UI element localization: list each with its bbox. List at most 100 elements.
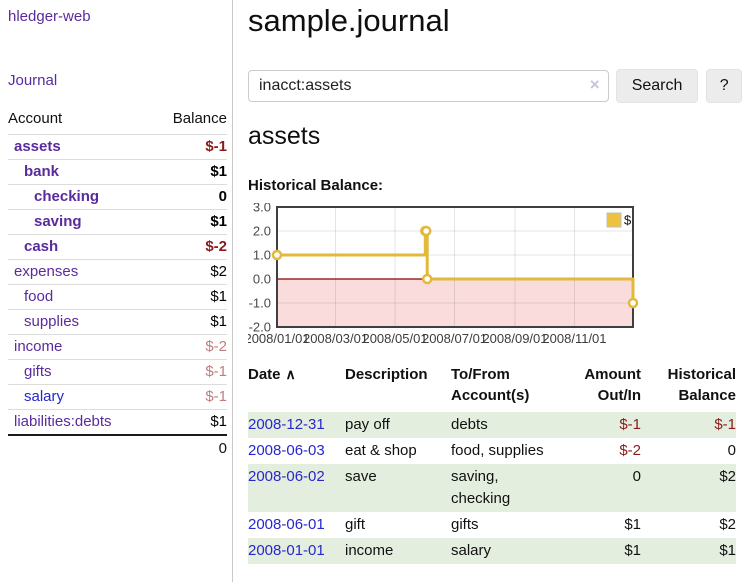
register-date-cell: 2008-06-02: [248, 464, 345, 512]
account-row: saving $1: [8, 209, 227, 235]
account-row: food $1: [8, 284, 227, 310]
account-link[interactable]: checking: [34, 188, 100, 205]
account-balance: $2: [210, 263, 227, 280]
y-axis-tick-label: 1.0: [253, 248, 271, 263]
register-balance-cell: $2: [719, 516, 736, 533]
search-button[interactable]: Search: [615, 69, 699, 103]
account-row: cash $-2: [8, 234, 227, 260]
account-balance: 0: [218, 188, 227, 205]
x-axis-tick-label: 2008/03/01: [303, 331, 368, 346]
register-amount-cell: $-1: [619, 416, 641, 433]
account-row: gifts $-1: [8, 359, 227, 385]
account-balance: $1: [210, 163, 227, 180]
register-row: 2008-06-03 eat & shop food, supplies $-2 0: [248, 438, 736, 464]
account-balance: $-1: [205, 363, 227, 380]
account-row: bank $1: [8, 159, 227, 185]
register-accounts-cell: gifts: [451, 516, 479, 533]
y-axis-tick-label: -2.0: [249, 320, 271, 335]
account-link[interactable]: gifts: [24, 363, 52, 380]
chart-label: Historical Balance:: [248, 177, 384, 194]
register-accounts-cell: saving, checking: [451, 468, 511, 507]
account-link[interactable]: saving: [34, 213, 82, 230]
accounts-total-row: 0: [8, 435, 227, 462]
search-input[interactable]: [248, 70, 609, 102]
account-balance: $-2: [205, 238, 227, 255]
register-balance-cell: $2: [719, 468, 736, 485]
register-date-link[interactable]: 2008-06-02: [248, 468, 325, 485]
register-description-cell: pay off: [345, 416, 390, 433]
register-header-row: Date ∧ Description To/From Account(s) Amo…: [248, 363, 736, 412]
main-content: sample.journal × Search ? assets Histori…: [244, 0, 742, 582]
account-link[interactable]: liabilities:debts: [14, 413, 112, 430]
account-link[interactable]: salary: [24, 388, 65, 405]
account-balance: $1: [210, 213, 227, 230]
account-link[interactable]: supplies: [24, 313, 80, 330]
register-date-link[interactable]: 2008-06-03: [248, 442, 325, 459]
search-input-wrap: ×: [248, 70, 609, 102]
register-row: 2008-01-01 income salary $1 $1: [248, 538, 736, 564]
account-row: supplies $1: [8, 309, 227, 335]
register-date-cell: 2008-06-03: [248, 438, 345, 464]
y-axis-tick-label: 0.0: [253, 272, 271, 287]
account-link[interactable]: bank: [24, 163, 60, 180]
x-axis-tick-label: 2008/07/01: [422, 331, 487, 346]
account-link[interactable]: assets: [14, 138, 61, 155]
chart-data-point: [627, 297, 639, 309]
app-title-link[interactable]: hledger-web: [8, 8, 91, 25]
register-balance-cell: $-1: [714, 416, 736, 433]
accounts-header-account: Account: [8, 110, 63, 127]
register-date-link[interactable]: 2008-06-01: [248, 516, 325, 533]
chart-data-point: [421, 273, 433, 285]
accounts-total-balance: 0: [218, 440, 227, 457]
chart-canvas: 3.0 2.0 1.0 0.0 -1.0 -2.02008/01/012008/03/01…: [244, 200, 639, 346]
x-axis-tick-label: 2008/05/01: [362, 331, 427, 346]
account-balance: $-2: [205, 338, 227, 355]
register-accounts-cell: debts: [451, 416, 488, 433]
register-header-balance: Historical Balance: [667, 366, 736, 404]
historical-balance-chart: 3.0 2.0 1.0 0.0 -1.0 -2.0 2008/01/01 2008/03/01…: [244, 200, 742, 353]
account-balance: $1: [210, 313, 227, 330]
account-link[interactable]: cash: [24, 238, 59, 255]
account-link[interactable]: income: [14, 338, 63, 355]
register-date-cell: 2008-06-01: [248, 512, 345, 538]
account-row: income $-2: [8, 334, 227, 360]
clear-search-icon[interactable]: ×: [589, 75, 600, 94]
register-header-accounts: To/From Account(s): [451, 366, 530, 404]
register-date-cell: 2008-01-01: [248, 538, 345, 564]
register-balance-cell: $1: [719, 542, 736, 559]
account-balance: $-1: [205, 138, 227, 155]
register-description-cell: income: [345, 542, 394, 559]
chart-data-point: [420, 225, 432, 237]
register-amount-cell: $1: [624, 542, 641, 559]
chart-data-point: [271, 249, 283, 261]
register-amount-cell: $1: [624, 516, 641, 533]
legend-swatch: [606, 212, 622, 228]
register-description-cell: gift: [345, 516, 366, 533]
register-amount-cell: $-2: [619, 442, 641, 459]
register-date-link[interactable]: 2008-12-31: [248, 416, 325, 433]
register-date-link[interactable]: 2008-01-01: [248, 542, 325, 559]
account-link[interactable]: expenses: [14, 263, 79, 280]
sort-ascending-icon: ∧: [285, 366, 296, 382]
account-balance: $1: [210, 288, 227, 305]
account-row: liabilities:debts $1: [8, 409, 227, 436]
register-balance-cell: 0: [727, 442, 736, 459]
accounts-table-header: Account Balance: [8, 110, 227, 135]
help-button[interactable]: ?: [706, 69, 742, 103]
register-header-description: Description: [345, 366, 428, 383]
register-accounts-cell: food, supplies: [451, 442, 544, 459]
register-row: 2008-06-01 gift gifts $1 $2: [248, 512, 736, 538]
x-axis-tick-label: 2008/01/01: [248, 331, 310, 346]
account-balance: $-1: [205, 388, 227, 405]
y-axis-tick-label: -1.0: [249, 296, 271, 311]
x-axis-tick-label: 2008/11/01: [542, 331, 606, 346]
register-row: 2008-12-31 pay off debts $-1 $-1: [248, 412, 736, 438]
y-axis-tick-label: 2.0: [253, 224, 271, 239]
chart-plot-border: [276, 206, 634, 328]
account-balance: $1: [210, 413, 227, 430]
sidebar-item-journal[interactable]: Journal: [8, 72, 58, 89]
account-row: salary $-1: [8, 384, 227, 410]
account-link[interactable]: food: [24, 288, 54, 305]
register-table: Date ∧ Description To/From Account(s) Amo…: [248, 363, 736, 564]
register-description-cell: eat & shop: [345, 442, 417, 459]
